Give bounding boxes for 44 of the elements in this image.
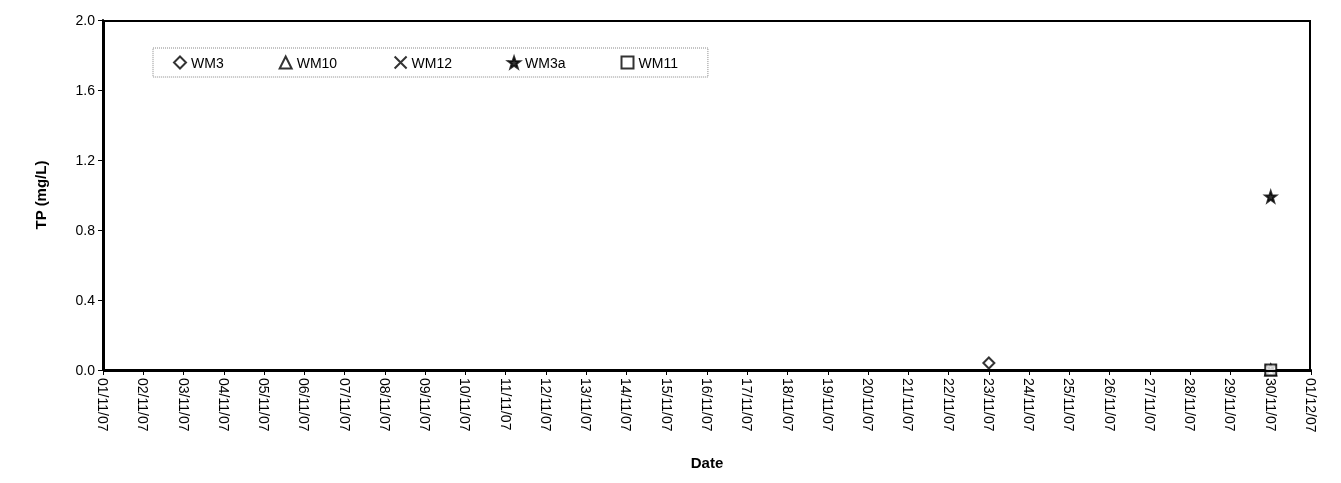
y-tick-label: 0.4: [75, 292, 96, 308]
legend-label: WM3a: [525, 54, 566, 71]
x-tick-label: 01/12/07: [1303, 378, 1319, 433]
x-tick-label: 23/11/07: [980, 378, 997, 432]
x-tick-label: 06/11/07: [296, 378, 313, 432]
y-tick-label: 1.2: [75, 152, 96, 168]
legend-label: WM12: [411, 54, 453, 71]
x-tick-label: 08/11/07: [376, 378, 393, 432]
y-axis-title: TP (mg/L): [32, 160, 49, 230]
x-tick-label: 19/11/07: [819, 378, 836, 432]
x-tick-label: 07/11/07: [336, 378, 353, 432]
x-tick-label: 29/11/07: [1222, 378, 1239, 432]
x-tick-label: 12/11/07: [537, 378, 554, 432]
y-tick-label: 1.6: [75, 82, 96, 98]
legend-label: WM10: [296, 54, 338, 71]
x-tick-label: 17/11/07: [739, 378, 756, 432]
x-tick-label: 27/11/07: [1141, 378, 1158, 432]
x-tick-label: 04/11/07: [215, 378, 232, 432]
x-tick-label: 01/11/07: [95, 378, 111, 432]
x-tick-label: 26/11/07: [1101, 378, 1118, 432]
x-tick-label: 24/11/07: [1021, 378, 1038, 432]
x-tick-label: 11/11/07: [497, 378, 514, 431]
x-tick-label: 14/11/07: [618, 378, 635, 432]
x-tick-label: 05/11/07: [256, 378, 273, 432]
x-tick-label: 09/11/07: [417, 378, 434, 432]
x-axis-title: Date: [690, 454, 724, 471]
x-tick-label: 10/11/07: [457, 378, 474, 432]
y-tick-label: 2.0: [75, 12, 96, 28]
x-tick-label: 30/11/07: [1262, 378, 1279, 432]
x-tick-label: 18/11/07: [779, 378, 796, 432]
x-tick-label: 13/11/07: [578, 378, 595, 432]
legend-label: WM11: [638, 54, 679, 71]
x-tick-label: 15/11/07: [658, 378, 675, 432]
x-tick-label: 22/11/07: [940, 378, 957, 432]
legend-label: WM3: [191, 54, 224, 71]
y-tick-label: 0.8: [75, 222, 96, 238]
x-tick-label: 20/11/07: [860, 378, 877, 432]
x-tick-label: 28/11/07: [1182, 378, 1199, 432]
x-tick-label: 02/11/07: [135, 378, 152, 432]
x-tick-label: 21/11/07: [900, 378, 917, 432]
x-tick-label: 03/11/07: [175, 378, 192, 432]
x-tick-label: 25/11/07: [1061, 378, 1078, 432]
x-tick-label: 16/11/07: [699, 378, 715, 432]
y-tick-label: 0.0: [75, 362, 96, 378]
